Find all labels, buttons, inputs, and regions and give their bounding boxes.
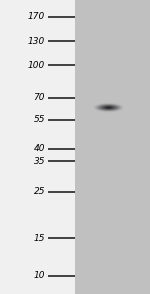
Text: 40: 40	[33, 144, 45, 153]
Bar	[0, 0, 75, 294]
Text: 35: 35	[33, 156, 45, 166]
Text: 70: 70	[33, 93, 45, 102]
Text: 15: 15	[33, 234, 45, 243]
Text: 130: 130	[28, 36, 45, 46]
Text: 25: 25	[33, 187, 45, 196]
Bar	[75, 0, 150, 294]
Text: 55: 55	[33, 115, 45, 124]
Text: 100: 100	[28, 61, 45, 70]
Text: 10: 10	[33, 271, 45, 280]
Text: 170: 170	[28, 12, 45, 21]
